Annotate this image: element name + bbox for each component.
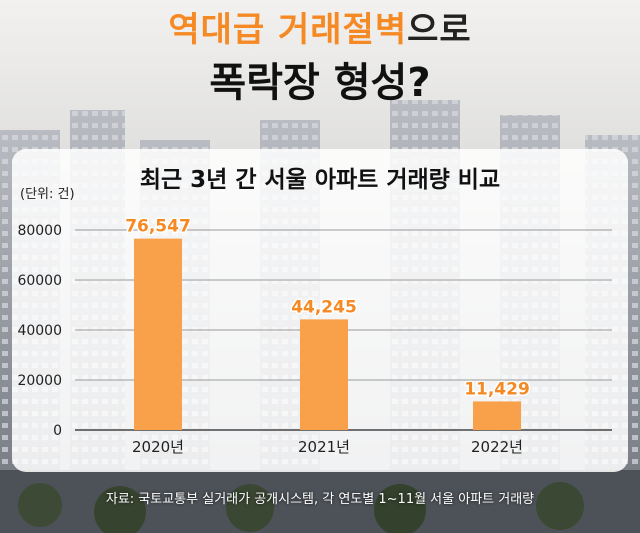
data-label: 11,429 xyxy=(464,379,530,399)
y-tick-label: 60000 xyxy=(17,273,62,289)
y-tick-label: 80000 xyxy=(17,223,62,239)
y-tick-label: 20000 xyxy=(17,373,62,389)
headline: 역대급 거래절벽으로 폭락장 형성? xyxy=(0,6,640,110)
bar xyxy=(473,401,521,430)
x-tick-label: 2022년 xyxy=(471,438,523,456)
bar xyxy=(300,319,348,430)
y-tick-label: 0 xyxy=(53,423,62,439)
x-tick-label: 2020년 xyxy=(132,438,184,456)
source-note: 자료: 국토교통부 실거래가 공개시스템, 각 연도별 1~11월 서울 아파트… xyxy=(105,492,535,507)
chart-title: 최근 3년 간 서울 아파트 거래량 비교 xyxy=(139,167,501,193)
x-tick-label: 2021년 xyxy=(298,438,350,456)
bar xyxy=(134,238,182,430)
data-label: 76,547 xyxy=(125,217,191,237)
data-label: 44,245 xyxy=(291,297,357,317)
headline-highlight: 역대급 거래절벽 xyxy=(168,10,408,50)
headline-line2: 폭락장 형성? xyxy=(209,60,431,106)
headline-suffix: 으로 xyxy=(407,10,472,50)
headline-line1: 역대급 거래절벽으로 xyxy=(0,6,640,54)
y-unit-label: (단위: 건) xyxy=(20,187,75,202)
y-tick-label: 40000 xyxy=(17,323,62,339)
